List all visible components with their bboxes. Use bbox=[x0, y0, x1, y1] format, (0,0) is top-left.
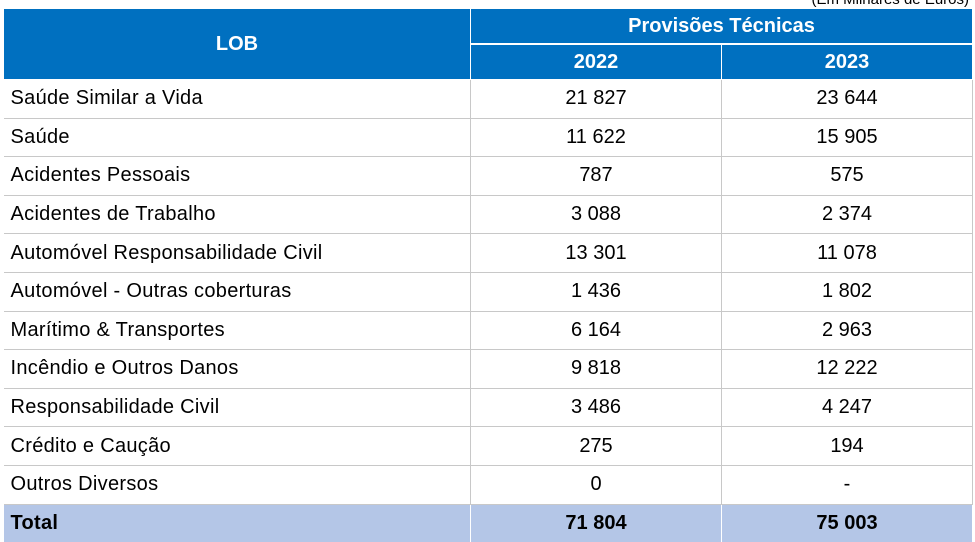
total-2022: 71 804 bbox=[470, 504, 722, 542]
value-2023: 23 644 bbox=[721, 79, 973, 119]
table-row: Marítimo & Transportes 6 164 2 963 bbox=[3, 311, 973, 351]
row-label: Automóvel Responsabilidade Civil bbox=[3, 233, 471, 273]
value-2023: 11 078 bbox=[721, 233, 973, 273]
value-2023: 2 374 bbox=[721, 195, 973, 235]
value-2022: 3 486 bbox=[470, 388, 722, 428]
row-label: Outros Diversos bbox=[3, 465, 471, 505]
row-label: Acidentes de Trabalho bbox=[3, 195, 471, 235]
year-2022-header: 2022 bbox=[470, 43, 722, 80]
value-2022: 13 301 bbox=[470, 233, 722, 273]
table-row: Acidentes de Trabalho 3 088 2 374 bbox=[3, 195, 973, 235]
table-row: Acidentes Pessoais 787 575 bbox=[3, 156, 973, 196]
row-label: Crédito e Caução bbox=[3, 426, 471, 466]
row-label: Incêndio e Outros Danos bbox=[3, 349, 471, 389]
value-2022: 3 088 bbox=[470, 195, 722, 235]
value-2022: 6 164 bbox=[470, 311, 722, 351]
row-label: Responsabilidade Civil bbox=[3, 388, 471, 428]
total-row: Total 71 804 75 003 bbox=[3, 504, 973, 542]
value-2023: 4 247 bbox=[721, 388, 973, 428]
row-label: Saúde Similar a Vida bbox=[3, 79, 471, 119]
value-2022: 0 bbox=[470, 465, 722, 505]
table-row: Automóvel - Outras coberturas 1 436 1 80… bbox=[3, 272, 973, 312]
row-label: Acidentes Pessoais bbox=[3, 156, 471, 196]
table-row: Crédito e Caução 275 194 bbox=[3, 426, 973, 466]
table-row: Saúde Similar a Vida 21 827 23 644 bbox=[3, 79, 973, 119]
value-2023: 194 bbox=[721, 426, 973, 466]
total-label: Total bbox=[3, 504, 471, 542]
value-2023: 1 802 bbox=[721, 272, 973, 312]
total-2023: 75 003 bbox=[721, 504, 973, 542]
provisions-group-header: Provisões Técnicas bbox=[470, 8, 973, 45]
value-2022: 787 bbox=[470, 156, 722, 196]
value-2022: 1 436 bbox=[470, 272, 722, 312]
unit-note: (Em Milhares de Euros) bbox=[811, 0, 969, 8]
table-row: Incêndio e Outros Danos 9 818 12 222 bbox=[3, 349, 973, 389]
value-2022: 21 827 bbox=[470, 79, 722, 119]
table-row: Outros Diversos 0 - bbox=[3, 465, 973, 505]
value-2023: 12 222 bbox=[721, 349, 973, 389]
value-2023: 15 905 bbox=[721, 118, 973, 158]
technical-provisions-table: LOB Provisões Técnicas 2022 2023 Saúde S… bbox=[3, 8, 973, 542]
year-2023-header: 2023 bbox=[721, 43, 973, 80]
table-row: Saúde 11 622 15 905 bbox=[3, 118, 973, 158]
table-row: Responsabilidade Civil 3 486 4 247 bbox=[3, 388, 973, 428]
lob-header: LOB bbox=[3, 8, 471, 80]
row-label: Saúde bbox=[3, 118, 471, 158]
value-2022: 11 622 bbox=[470, 118, 722, 158]
value-2022: 275 bbox=[470, 426, 722, 466]
value-2022: 9 818 bbox=[470, 349, 722, 389]
table-row: Automóvel Responsabilidade Civil 13 301 … bbox=[3, 233, 973, 273]
row-label: Marítimo & Transportes bbox=[3, 311, 471, 351]
value-2023: 2 963 bbox=[721, 311, 973, 351]
value-2023: - bbox=[721, 465, 973, 505]
value-2023: 575 bbox=[721, 156, 973, 196]
row-label: Automóvel - Outras coberturas bbox=[3, 272, 471, 312]
